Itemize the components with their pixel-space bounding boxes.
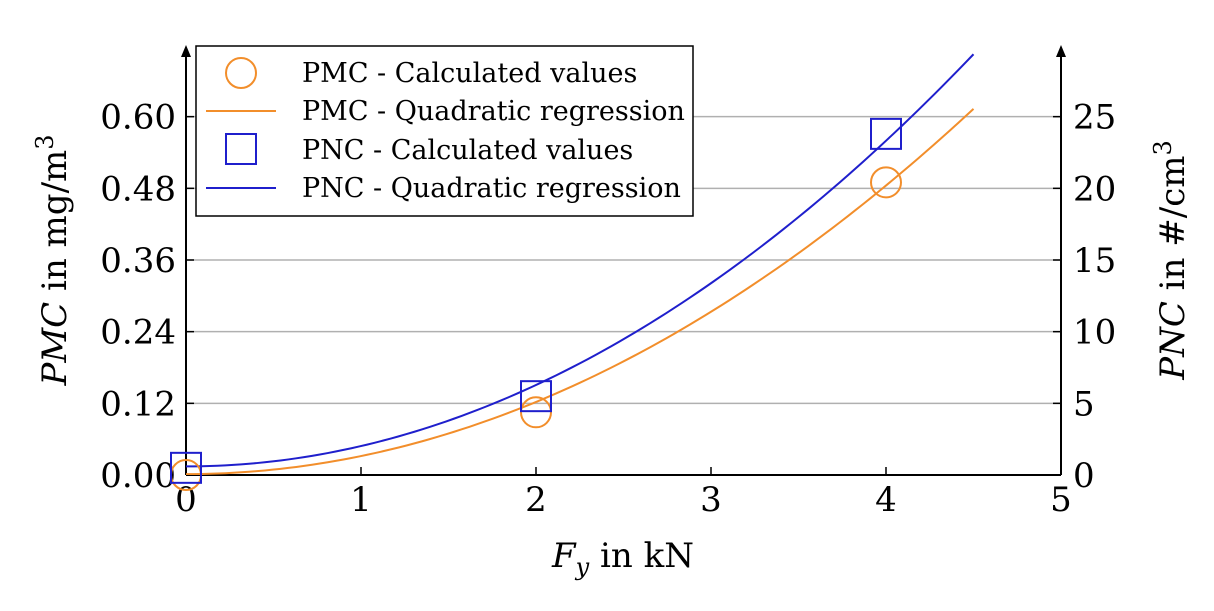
legend-pmc-calc-marker (225, 57, 257, 89)
pmc-data-point (870, 166, 902, 199)
legend: PMC - Calculated values PMC - Quadratic … (195, 45, 694, 217)
legend-pnc-calc-label: PNC - Calculated values (302, 135, 633, 166)
axes (181, 45, 1066, 476)
y-right-tick-label: 25 (1073, 98, 1116, 138)
x-axis-title: Fy in kN (551, 536, 694, 581)
pnc-data-point (520, 380, 552, 413)
y-left-tick-label: 0.60 (100, 98, 176, 138)
y-left-tick-label: 0.48 (100, 169, 176, 209)
x-tick-label: 3 (700, 480, 722, 520)
y-right-tick-label: 0 (1073, 456, 1095, 496)
x-tick-label: 2 (525, 480, 547, 520)
pmc-data-point (520, 396, 552, 429)
y-left-tick-label: 0.36 (100, 241, 176, 281)
y-right-tick-label: 5 (1073, 384, 1095, 424)
y-right-tick-label: 10 (1073, 313, 1116, 353)
pnc-data-point (870, 117, 902, 150)
marker-layer (170, 117, 902, 491)
y-right-axis-arrow (1056, 45, 1066, 57)
y-left-tick-label: 0.12 (100, 384, 176, 424)
y-right-tick-label: 15 (1073, 241, 1116, 281)
y-left-tick-label: 0.24 (100, 313, 176, 353)
x-tick-label: 4 (875, 480, 897, 520)
y-left-axis-arrow (181, 45, 191, 57)
y-left-tick-label: 0.00 (100, 456, 176, 496)
y-right-axis-title: PNC in #/cm3 (1149, 140, 1193, 381)
series-layer (186, 53, 975, 475)
legend-pnc-calc-marker (225, 133, 257, 165)
x-tick-label: 5 (1050, 480, 1072, 520)
legend-pnc-reg-label: PNC - Quadratic regression (302, 173, 681, 204)
legend-box (195, 45, 694, 217)
regression-line-1 (186, 108, 975, 475)
legend-pmc-calc-label: PMC - Calculated values (302, 58, 637, 89)
legend-pmc-reg-label: PMC - Quadratic regression (302, 96, 685, 127)
x-tick-label: 1 (350, 480, 372, 520)
y-right-tick-label: 20 (1073, 169, 1116, 209)
regression-line-3 (186, 53, 975, 468)
y-left-axis-title: PMC in mg/m3 (31, 134, 75, 386)
x-tick-label: 0 (175, 480, 197, 520)
pnc-data-point (170, 451, 202, 484)
